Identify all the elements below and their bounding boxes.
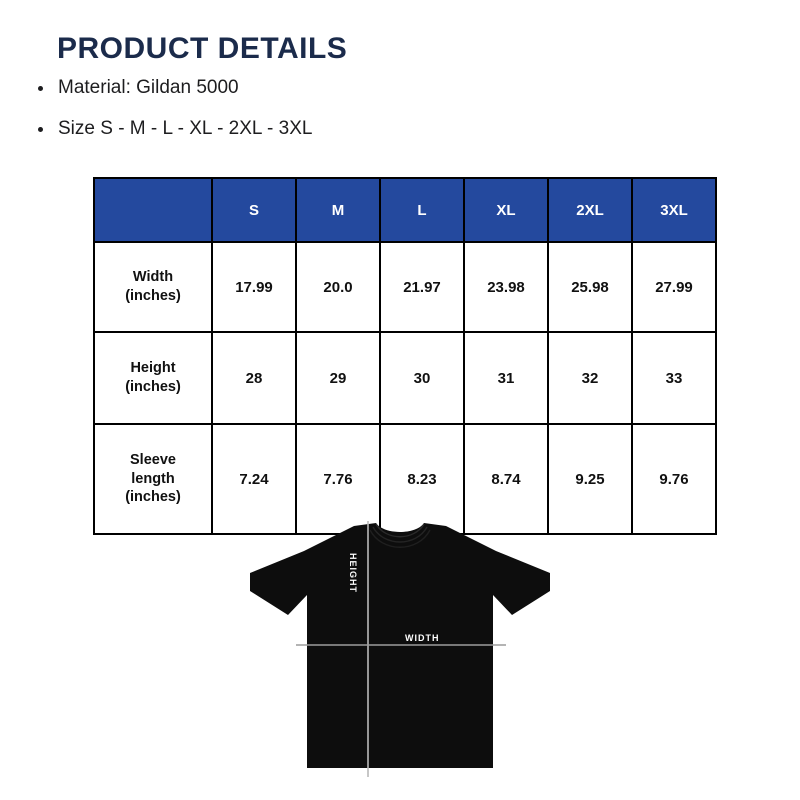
cell-width-l: 21.97 <box>379 241 465 333</box>
collar-arc-icon <box>369 529 431 548</box>
table-row: Width (inches) 17.99 20.0 21.97 23.98 25… <box>93 241 717 333</box>
size-chart-table: S M L XL 2XL 3XL Width (inches) 17.99 20… <box>93 177 717 535</box>
row-label-sleeve-length: Sleeve length (inches) <box>93 423 213 535</box>
table-row: Sleeve length (inches) 7.24 7.76 8.23 8.… <box>93 423 717 535</box>
cell-width-m: 20.0 <box>295 241 381 333</box>
cell-height-2xl: 32 <box>547 331 633 425</box>
size-chart: S M L XL 2XL 3XL Width (inches) 17.99 20… <box>93 177 717 535</box>
row-label-line: Sleeve <box>130 452 176 469</box>
size-chart-body: Width (inches) 17.99 20.0 21.97 23.98 25… <box>93 241 717 535</box>
cell-sleeve-xl: 8.74 <box>463 423 549 535</box>
row-label-line: (inches) <box>125 379 181 395</box>
cell-sleeve-s: 7.24 <box>211 423 297 535</box>
collar-arc-icon <box>372 526 428 543</box>
header-corner-cell <box>93 177 213 243</box>
detail-sizes-text: Size S - M - L - XL - 2XL - 3XL <box>58 118 313 139</box>
row-label-line: length <box>131 470 175 487</box>
cell-height-3xl: 33 <box>631 331 717 425</box>
width-measure-label: WIDTH <box>405 633 440 643</box>
header-size-s: S <box>211 177 297 243</box>
cell-height-s: 28 <box>211 331 297 425</box>
cell-sleeve-3xl: 9.76 <box>631 423 717 535</box>
header-size-2xl: 2XL <box>547 177 633 243</box>
bullet-icon <box>38 127 43 132</box>
table-header-row: S M L XL 2XL 3XL <box>93 177 717 243</box>
cell-width-s: 17.99 <box>211 241 297 333</box>
header-size-xl: XL <box>463 177 549 243</box>
height-measure-label: HEIGHT <box>348 553 358 594</box>
page-title: PRODUCT DETAILS <box>57 32 348 65</box>
cell-sleeve-2xl: 9.25 <box>547 423 633 535</box>
cell-width-2xl: 25.98 <box>547 241 633 333</box>
cell-width-3xl: 27.99 <box>631 241 717 333</box>
list-item: Size S - M - L - XL - 2XL - 3XL <box>36 119 676 138</box>
cell-height-m: 29 <box>295 331 381 425</box>
collar-arc-icon <box>375 523 425 538</box>
bullet-icon <box>38 86 43 91</box>
tshirt-measurement-illustration: HEIGHT WIDTH <box>250 515 550 785</box>
cell-width-xl: 23.98 <box>463 241 549 333</box>
cell-height-l: 30 <box>379 331 465 425</box>
list-item: Material: Gildan 5000 <box>36 78 676 97</box>
row-label-line: (inches) <box>125 288 181 304</box>
tshirt-icon <box>250 521 550 777</box>
row-label-line: Height <box>130 360 176 377</box>
row-label-width: Width (inches) <box>93 241 213 333</box>
size-chart-head: S M L XL 2XL 3XL <box>93 177 717 243</box>
cell-height-xl: 31 <box>463 331 549 425</box>
table-row: Height (inches) 28 29 30 31 32 33 <box>93 331 717 425</box>
cell-sleeve-l: 8.23 <box>379 423 465 535</box>
detail-material-text: Material: Gildan 5000 <box>58 77 239 98</box>
header-size-3xl: 3XL <box>631 177 717 243</box>
cell-sleeve-m: 7.76 <box>295 423 381 535</box>
row-label-line: (inches) <box>125 489 181 506</box>
row-label-height: Height (inches) <box>93 331 213 425</box>
row-label-line: Width <box>132 269 174 286</box>
header-size-l: L <box>379 177 465 243</box>
header-size-m: M <box>295 177 381 243</box>
product-details-list: Material: Gildan 5000 Size S - M - L - X… <box>36 78 676 160</box>
